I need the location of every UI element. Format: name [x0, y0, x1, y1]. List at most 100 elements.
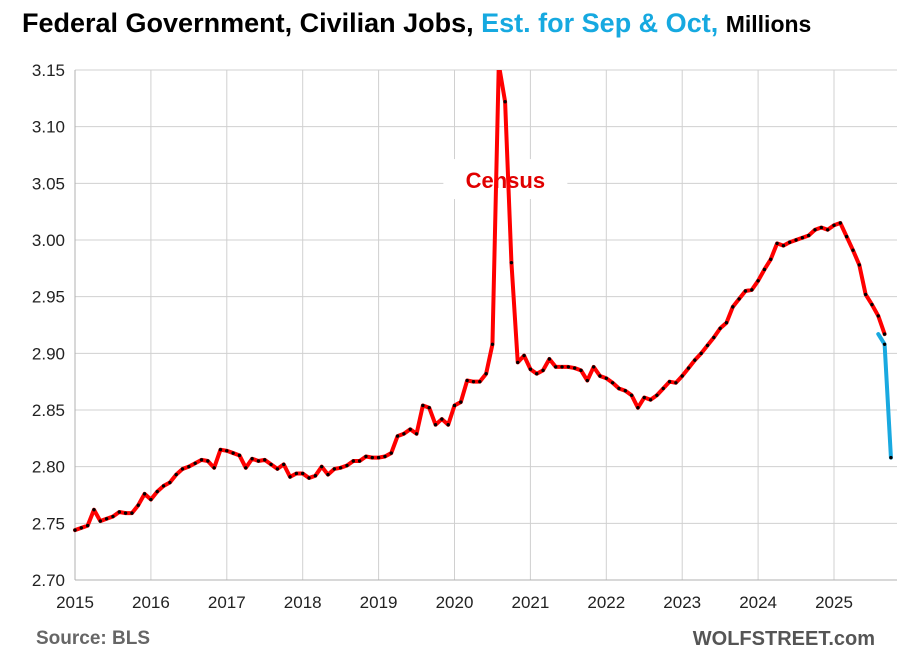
data-point [338, 466, 343, 470]
data-point [547, 357, 552, 361]
x-tick-label: 2022 [587, 593, 625, 612]
data-point [408, 427, 412, 431]
data-point [737, 297, 741, 301]
data-point [307, 476, 311, 480]
data-point [718, 326, 722, 331]
data-point [383, 454, 387, 459]
estimate-series-line [876, 332, 893, 460]
data-point [674, 381, 678, 385]
data-point [724, 321, 729, 325]
data-point [263, 458, 267, 462]
x-tick-label: 2021 [511, 593, 549, 612]
data-point [199, 458, 204, 462]
title-main: Federal Government, Civilian Jobs, [22, 8, 474, 38]
data-point [699, 351, 703, 356]
data-point [528, 367, 533, 371]
data-point [617, 386, 621, 391]
data-point [212, 466, 216, 470]
data-point [819, 225, 824, 230]
data-point [452, 403, 457, 408]
chart-title: Federal Government, Civilian Jobs, Est. … [22, 8, 811, 39]
data-point [705, 343, 710, 348]
x-tick-label: 2017 [208, 593, 246, 612]
data-point [130, 511, 134, 515]
data-point [863, 292, 868, 297]
brand-label: WOLFSTREET.com [692, 628, 875, 650]
data-point [85, 523, 90, 528]
data-point [762, 267, 767, 272]
data-point [591, 365, 596, 369]
data-point [775, 241, 779, 246]
data-point [427, 406, 431, 410]
data-point [579, 368, 583, 373]
data-point [142, 492, 147, 496]
data-point [313, 474, 318, 478]
data-point [351, 459, 356, 463]
data-point [503, 100, 507, 104]
data-point [237, 453, 242, 458]
data-point [98, 519, 103, 523]
data-point [667, 379, 672, 384]
data-point [629, 393, 634, 397]
data-point [256, 459, 261, 463]
data-point [73, 528, 77, 532]
data-point [851, 248, 855, 252]
data-point [92, 508, 96, 512]
y-tick-label: 3.00 [32, 231, 65, 250]
data-point [294, 471, 299, 476]
data-point [572, 366, 577, 370]
data-point [743, 289, 748, 293]
y-axis-ticks: 2.70 2.75 2.80 2.85 2.90 2.95 3.00 3.05 3.10 3.15 [32, 61, 65, 590]
data-point [750, 288, 754, 292]
series-lines [73, 70, 893, 533]
data-point [882, 332, 887, 336]
data-point [345, 463, 349, 468]
data-point [522, 353, 526, 358]
data-point [471, 379, 476, 384]
data-point [788, 240, 792, 244]
y-tick-label: 2.75 [32, 514, 65, 533]
data-point [459, 400, 463, 404]
data-point [598, 374, 602, 378]
data-point [712, 335, 716, 340]
data-point [838, 221, 843, 225]
data-point [661, 386, 665, 391]
data-point [180, 467, 185, 471]
y-tick-label: 2.85 [32, 401, 65, 420]
data-point [516, 360, 520, 365]
data-point [225, 449, 229, 453]
data-point [642, 395, 646, 400]
y-tick-label: 3.15 [32, 61, 65, 80]
data-point [187, 464, 191, 469]
data-point [497, 63, 500, 66]
data-point [478, 379, 482, 384]
x-axis-ticks: 2015 2016 2017 2018 2019 2020 2021 2022 2023 2024… [56, 593, 853, 612]
annotation-label: Census [466, 168, 545, 193]
data-point [585, 378, 590, 383]
data-point [693, 358, 697, 362]
data-point [174, 472, 178, 477]
y-tick-label: 3.10 [32, 118, 65, 137]
data-point [79, 526, 84, 530]
series-markers [73, 63, 893, 532]
data-point [769, 257, 773, 261]
data-point [421, 403, 425, 408]
data-point [288, 475, 292, 479]
data-point [111, 514, 115, 519]
x-tick-label: 2016 [132, 593, 170, 612]
data-point [117, 510, 121, 514]
y-tick-label: 2.90 [32, 344, 65, 363]
data-point [509, 260, 514, 265]
data-point [275, 467, 280, 471]
data-point [414, 432, 419, 436]
actual-series-line [73, 70, 887, 533]
data-point [364, 454, 368, 459]
data-point [566, 365, 571, 369]
data-point [282, 462, 286, 467]
data-point [319, 464, 324, 469]
data-point [610, 381, 615, 385]
data-point [433, 423, 438, 427]
data-point [870, 302, 874, 307]
y-tick-label: 3.05 [32, 174, 65, 193]
data-point [490, 342, 495, 346]
